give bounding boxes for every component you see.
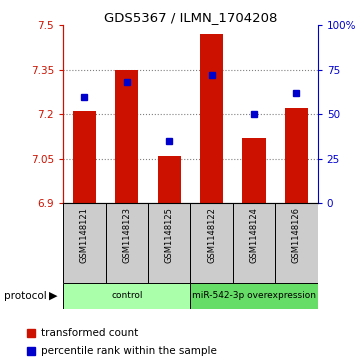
Bar	[191, 283, 318, 309]
Text: GSM1148121: GSM1148121	[80, 207, 89, 263]
Bar	[105, 203, 148, 283]
Bar	[73, 111, 96, 203]
Text: control: control	[111, 291, 143, 300]
Text: GSM1148123: GSM1148123	[122, 207, 131, 263]
Bar	[63, 203, 105, 283]
Bar	[242, 138, 266, 203]
Bar	[285, 109, 308, 203]
Bar	[148, 203, 191, 283]
Bar	[115, 70, 139, 203]
Text: ▶: ▶	[49, 291, 57, 301]
Bar	[191, 203, 233, 283]
Bar	[157, 156, 181, 203]
Text: GSM1148122: GSM1148122	[207, 207, 216, 263]
Text: GSM1148124: GSM1148124	[249, 207, 258, 263]
Text: transformed count: transformed count	[41, 328, 138, 338]
Text: protocol: protocol	[4, 291, 46, 301]
Text: miR-542-3p overexpression: miR-542-3p overexpression	[192, 291, 316, 300]
Bar	[275, 203, 318, 283]
Text: GSM1148125: GSM1148125	[165, 207, 174, 263]
Text: GSM1148126: GSM1148126	[292, 207, 301, 263]
Bar	[63, 283, 191, 309]
Text: percentile rank within the sample: percentile rank within the sample	[41, 346, 217, 356]
Bar	[233, 203, 275, 283]
Bar	[200, 34, 223, 203]
Title: GDS5367 / ILMN_1704208: GDS5367 / ILMN_1704208	[104, 11, 277, 24]
